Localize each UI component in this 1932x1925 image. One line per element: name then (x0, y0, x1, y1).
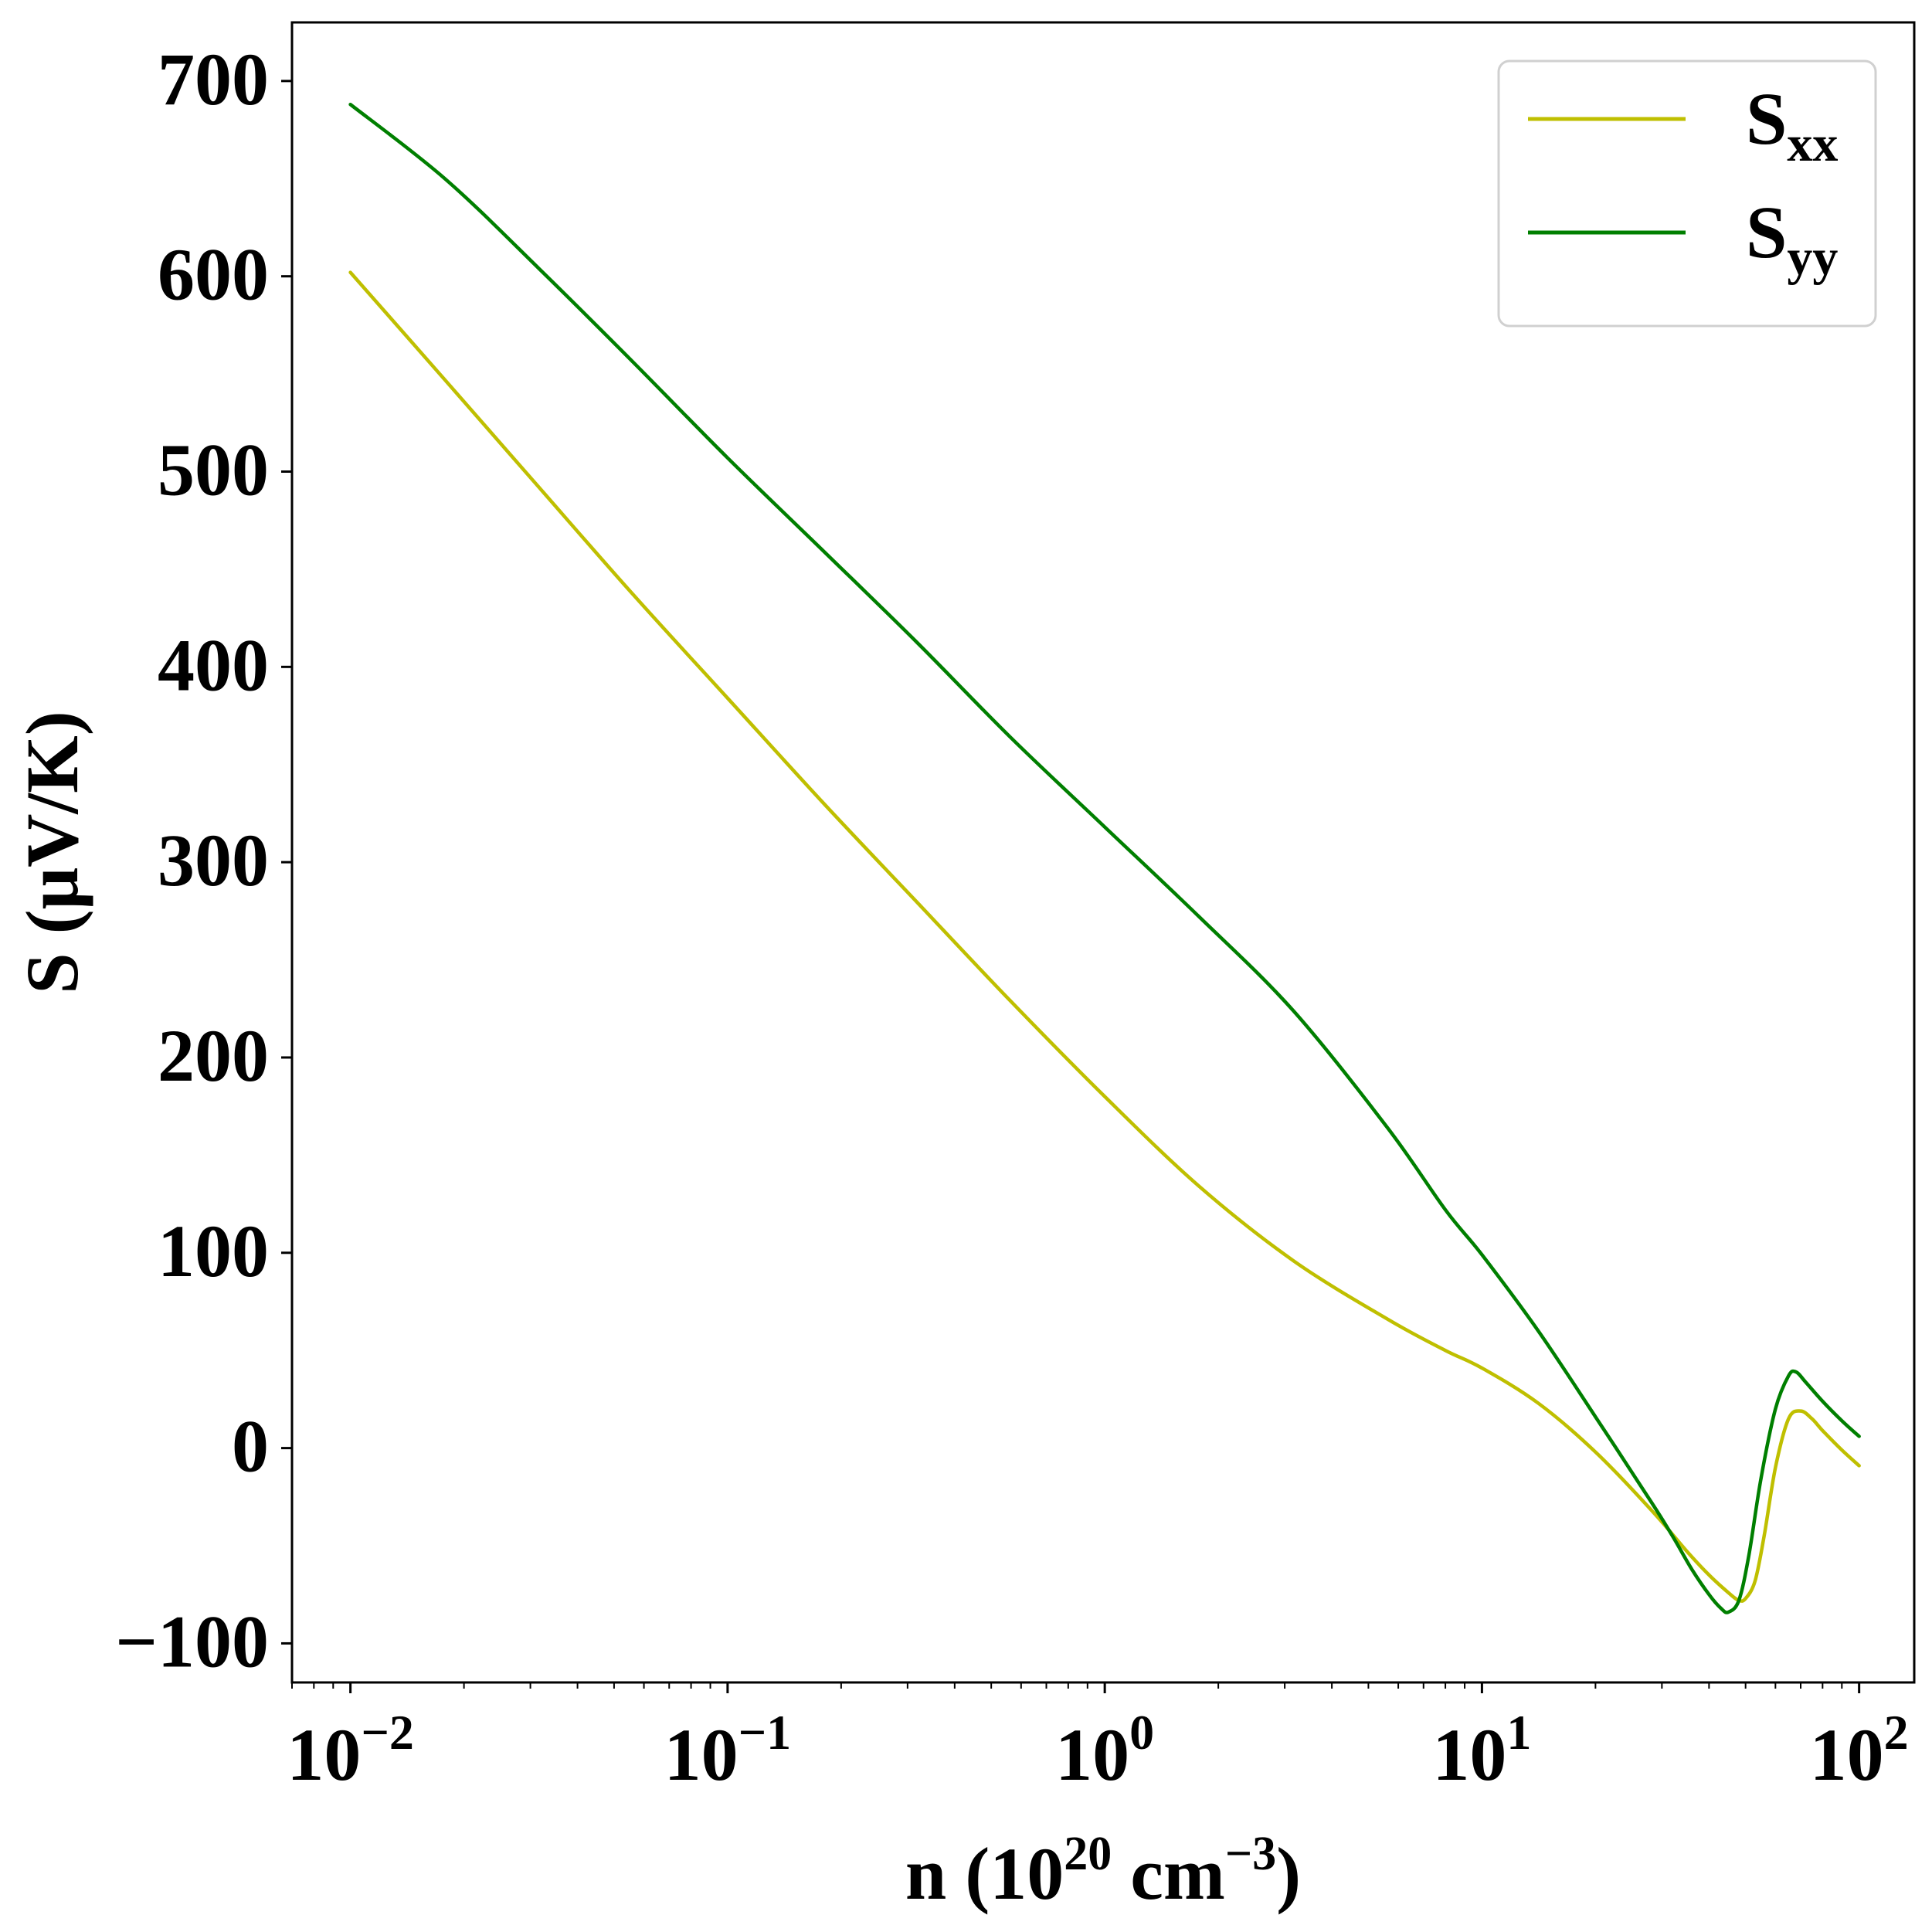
x-axis-label-sup1: 20 (1064, 1828, 1112, 1880)
x-tick-label: 100 (1055, 1705, 1154, 1796)
x-tick-label: 101 (1432, 1705, 1531, 1796)
x-axis: 10−2 10−1 100 101 102 (287, 1682, 1909, 1796)
y-axis: −100 0 100 200 300 400 500 600 700 (115, 38, 292, 1682)
y-axis-label: S (μV/K) (11, 711, 93, 993)
y-tick-label: 400 (158, 623, 269, 706)
x-tick-label: 102 (1810, 1705, 1909, 1796)
y-tick-label: 200 (158, 1014, 269, 1097)
x-tick-label: 10−1 (664, 1705, 791, 1796)
x-axis-label-mid: cm (1112, 1832, 1225, 1915)
x-axis-label-end: ) (1276, 1832, 1301, 1915)
y-tick-label: 300 (158, 819, 269, 901)
series-layer (348, 102, 1861, 1614)
y-tick-label: 600 (158, 233, 269, 316)
legend-label: Syy (1746, 191, 1838, 286)
legend-box (1497, 59, 1877, 328)
series-line-Sxx (348, 270, 1861, 1603)
x-axis-label-sup2: −3 (1225, 1828, 1276, 1880)
y-tick-label: 500 (158, 428, 269, 511)
y-tick-label: 100 (158, 1210, 269, 1292)
y-tick-label: 0 (232, 1405, 269, 1488)
legend: Sxx Syy (1497, 59, 1877, 328)
x-tick-label: 10−2 (287, 1705, 413, 1796)
x-axis-label: n (1020 cm−3) (905, 1828, 1301, 1915)
plot-area-frame (290, 21, 1916, 1684)
y-tick-label: −100 (115, 1600, 269, 1682)
legend-label: Sxx (1746, 77, 1838, 172)
x-axis-label-base: n (10 (905, 1832, 1064, 1915)
y-tick-label: 700 (158, 38, 269, 121)
series-line-Syy (348, 102, 1861, 1614)
